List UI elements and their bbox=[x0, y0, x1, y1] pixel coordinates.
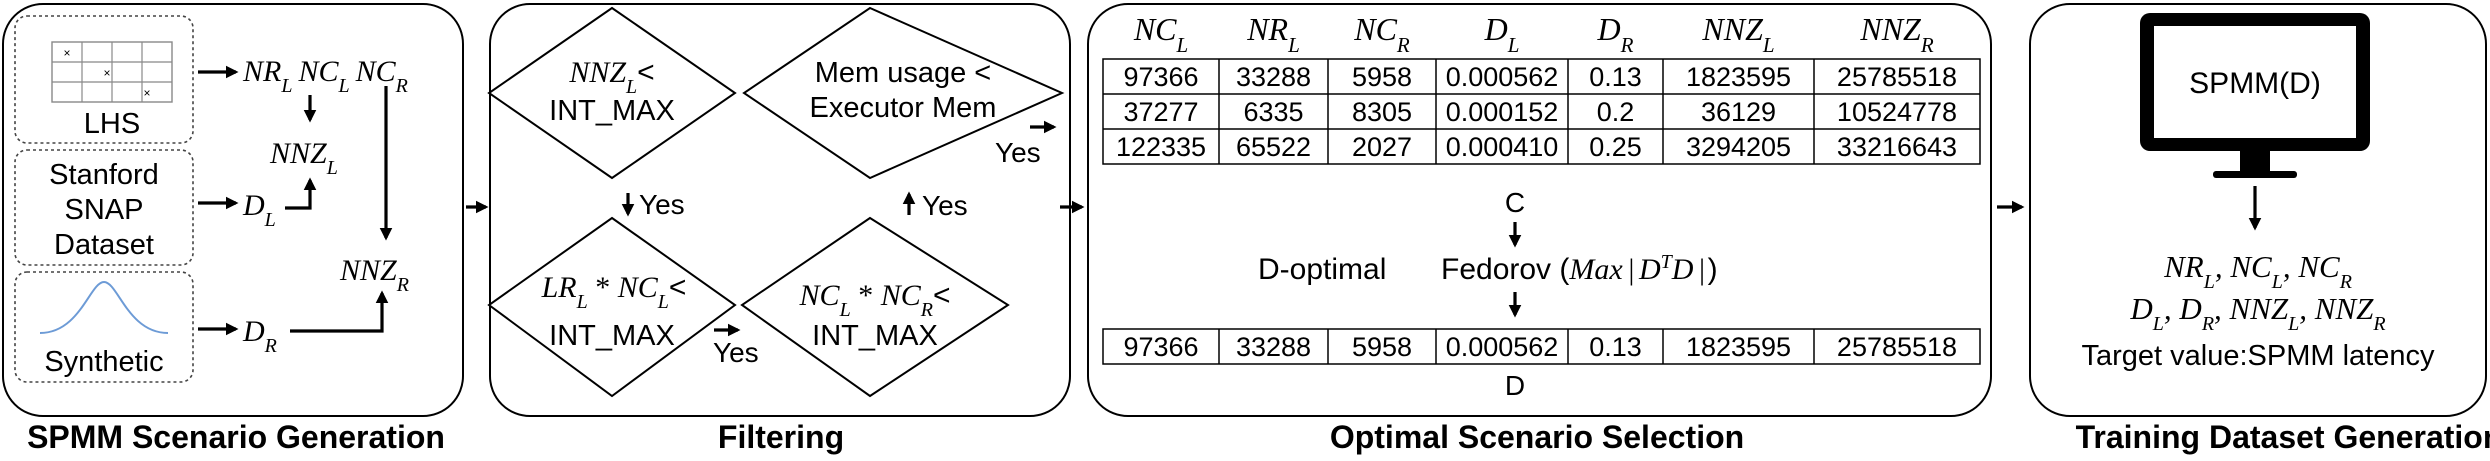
var-nnz-l: NNZL bbox=[269, 137, 338, 179]
yes-label: Yes bbox=[639, 189, 685, 220]
table-d: 97366 33288 5958 0.000562 0.13 1823595 2578551… bbox=[1102, 328, 1981, 365]
var-d-r: DR bbox=[242, 315, 277, 357]
ncl-ncr-condition: NCL * NCR< bbox=[799, 279, 951, 321]
table-c-cell: 37277 bbox=[1123, 97, 1198, 127]
table-c-cell: 8305 bbox=[1352, 97, 1412, 127]
lhs-grid-icon: × × × bbox=[51, 41, 173, 103]
table-header-row: NCL NRL NCR DL DR NNZL NNZR bbox=[1133, 11, 1934, 57]
monitor-label: SPMM(D) bbox=[2189, 67, 2321, 100]
table-c-cell: 122335 bbox=[1116, 132, 1206, 162]
var-nr-nc-nc: NRL NCL NCR bbox=[242, 55, 408, 97]
yes-label: Yes bbox=[922, 190, 968, 221]
monitor-icon bbox=[2140, 13, 2370, 178]
table-c-cell: 10524778 bbox=[1837, 97, 1957, 127]
target-value-label: Target value:SPMM latency bbox=[2082, 340, 2435, 372]
table-d-cell: 0.000562 bbox=[1446, 332, 1559, 362]
synthetic-box bbox=[14, 271, 194, 383]
table-c-cell: 0.000562 bbox=[1446, 62, 1559, 92]
table-header-cell: DR bbox=[1597, 11, 1634, 57]
lhs-label: LHS bbox=[84, 108, 140, 140]
snap-label-3: Dataset bbox=[54, 229, 154, 261]
table-c-label: C bbox=[1505, 187, 1525, 218]
int-max-label: INT_MAX bbox=[549, 95, 675, 127]
table-d-border bbox=[1102, 328, 1981, 365]
gaussian-curve-icon bbox=[39, 280, 169, 334]
mem-condition-1: Mem usage < bbox=[815, 57, 992, 89]
stage-title-training: Training Dataset Generation bbox=[2076, 419, 2490, 455]
table-c-cell: 0.2 bbox=[1597, 97, 1635, 127]
table-d-cell: 25785518 bbox=[1837, 332, 1957, 362]
table-header-cell: NCR bbox=[1353, 11, 1410, 57]
table-c-cell: 1823595 bbox=[1686, 62, 1791, 92]
features-line-2: DL, DR, NNZL, NNZR bbox=[2129, 291, 2385, 335]
lhs-mark: × bbox=[143, 86, 150, 100]
arrow-dl-to-nnzl bbox=[285, 177, 317, 210]
diamond-lrl-check bbox=[487, 216, 737, 398]
table-c-cell: 33288 bbox=[1236, 62, 1311, 92]
table-c-cell: 0.000152 bbox=[1446, 97, 1559, 127]
table-header-cell: NCL bbox=[1133, 11, 1188, 57]
stage-title-selection: Optimal Scenario Selection bbox=[1330, 419, 1744, 455]
nnzl-condition: NNZL< bbox=[568, 56, 654, 98]
table-header-cell: NNZL bbox=[1701, 11, 1774, 57]
table-c-cell: 0.13 bbox=[1589, 62, 1642, 92]
method-fedorov: Fedorov (Max | DTD |) bbox=[1441, 251, 1718, 286]
table-c-cell: 36129 bbox=[1701, 97, 1776, 127]
table-d-cell: 5958 bbox=[1352, 332, 1412, 362]
diamond-ncl-ncr-check bbox=[740, 216, 1010, 398]
table-c-cell: 33216643 bbox=[1837, 132, 1957, 162]
mem-condition-2: Executor Mem bbox=[810, 92, 997, 124]
yes-label: Yes bbox=[713, 337, 759, 368]
method-d-optimal: D-optimal bbox=[1258, 253, 1386, 286]
features-line-1: NRL, NCL, NCR bbox=[2163, 249, 2352, 293]
diamond-mem-check bbox=[742, 6, 1065, 180]
synthetic-label: Synthetic bbox=[44, 346, 163, 378]
table-d-cell: 0.13 bbox=[1589, 332, 1642, 362]
table-header-cell: NNZR bbox=[1859, 11, 1933, 57]
var-nnz-r: NNZR bbox=[339, 254, 409, 296]
yes-label: Yes bbox=[995, 137, 1041, 168]
table-c-cell: 97366 bbox=[1123, 62, 1198, 92]
snap-box bbox=[14, 149, 194, 266]
var-d-l: DL bbox=[242, 189, 276, 231]
diamond-nnzl-check bbox=[487, 6, 737, 180]
stage-title-generation: SPMM Scenario Generation bbox=[27, 419, 445, 455]
table-header-cell: DL bbox=[1484, 11, 1520, 57]
table-d-cell: 1823595 bbox=[1686, 332, 1791, 362]
int-max-label: INT_MAX bbox=[812, 320, 938, 352]
lrl-condition: LRL * NCL< bbox=[541, 271, 687, 313]
table-c-border bbox=[1102, 58, 1981, 165]
lhs-mark: × bbox=[63, 46, 70, 60]
table-c-cell: 5958 bbox=[1352, 62, 1412, 92]
int-max-label: INT_MAX bbox=[549, 320, 675, 352]
table-c-cell: 0.25 bbox=[1589, 132, 1642, 162]
table-header-cell: NRL bbox=[1246, 11, 1300, 57]
table-c-cell: 6335 bbox=[1243, 97, 1303, 127]
snap-label-1: Stanford bbox=[49, 159, 159, 191]
table-c-cell: 25785518 bbox=[1837, 62, 1957, 92]
arrow-dr-to-nnzr bbox=[290, 290, 389, 333]
table-c-cell: 2027 bbox=[1352, 132, 1412, 162]
table-d-cell: 33288 bbox=[1236, 332, 1311, 362]
table-c-cell: 65522 bbox=[1236, 132, 1311, 162]
table-d-label: D bbox=[1505, 370, 1525, 401]
table-d-cell: 97366 bbox=[1123, 332, 1198, 362]
lhs-mark: × bbox=[103, 66, 110, 80]
table-c: 97366 33288 5958 0.000562 0.13 1823595 2578551… bbox=[1102, 58, 1981, 165]
table-c-cell: 0.000410 bbox=[1446, 132, 1559, 162]
snap-label-2: SNAP bbox=[65, 194, 144, 226]
table-c-cell: 3294205 bbox=[1686, 132, 1791, 162]
stage-title-filtering: Filtering bbox=[718, 419, 844, 455]
